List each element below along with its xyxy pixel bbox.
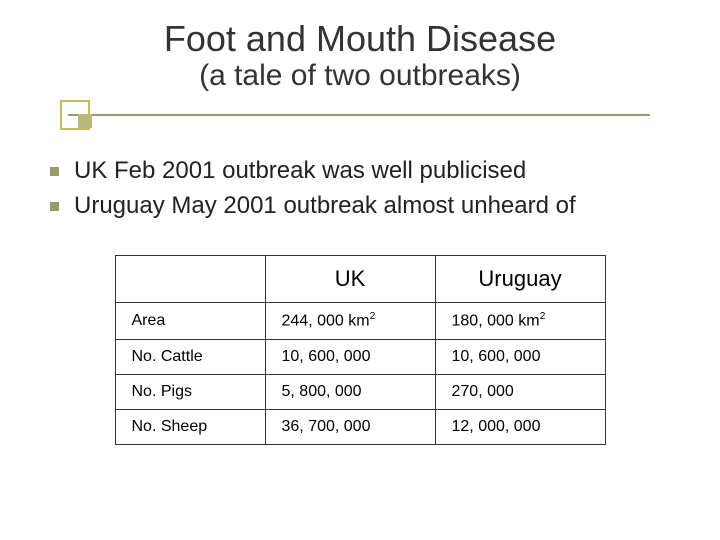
cell-uruguay: 180, 000 km2 xyxy=(435,303,605,339)
slide-title: Foot and Mouth Disease xyxy=(40,18,680,59)
cell-uk: 10, 600, 000 xyxy=(265,339,435,374)
table-header-row: UK Uruguay xyxy=(115,256,605,303)
underline-bar xyxy=(68,114,650,116)
table-row: No. Sheep 36, 700, 000 12, 000, 000 xyxy=(115,409,605,444)
cell-uruguay: 270, 000 xyxy=(435,374,605,409)
row-label: No. Cattle xyxy=(115,339,265,374)
comparison-table-wrap: UK Uruguay Area 244, 000 km2 180, 000 km… xyxy=(40,255,680,444)
cell-uk: 244, 000 km2 xyxy=(265,303,435,339)
row-label: Area xyxy=(115,303,265,339)
table-row: No. Cattle 10, 600, 000 10, 600, 000 xyxy=(115,339,605,374)
bullet-list: UK Feb 2001 outbreak was well publicised… xyxy=(46,154,680,224)
title-underline-decor xyxy=(40,100,680,126)
table-row: Area 244, 000 km2 180, 000 km2 xyxy=(115,303,605,339)
table-row: No. Pigs 5, 800, 000 270, 000 xyxy=(115,374,605,409)
cell-uk: 5, 800, 000 xyxy=(265,374,435,409)
slide: Foot and Mouth Disease (a tale of two ou… xyxy=(0,0,720,540)
cell-uk: 36, 700, 000 xyxy=(265,409,435,444)
column-header-uk: UK xyxy=(265,256,435,303)
decor-box-fill xyxy=(78,114,92,128)
slide-subtitle: (a tale of two outbreaks) xyxy=(40,59,680,94)
table-blank-corner xyxy=(115,256,265,303)
bullet-item: UK Feb 2001 outbreak was well publicised xyxy=(46,154,680,189)
comparison-table: UK Uruguay Area 244, 000 km2 180, 000 km… xyxy=(115,255,606,444)
cell-uruguay: 12, 000, 000 xyxy=(435,409,605,444)
column-header-uruguay: Uruguay xyxy=(435,256,605,303)
cell-uruguay: 10, 600, 000 xyxy=(435,339,605,374)
bullet-item: Uruguay May 2001 outbreak almost unheard… xyxy=(46,189,680,224)
title-block: Foot and Mouth Disease (a tale of two ou… xyxy=(40,18,680,94)
row-label: No. Sheep xyxy=(115,409,265,444)
row-label: No. Pigs xyxy=(115,374,265,409)
